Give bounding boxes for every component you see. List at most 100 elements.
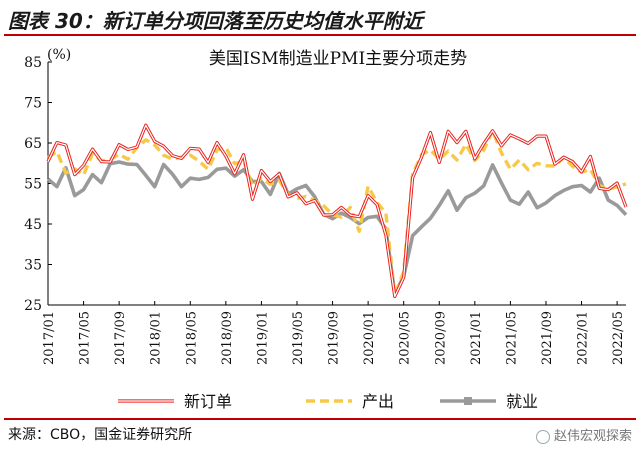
header-divider xyxy=(4,34,636,36)
data-point xyxy=(73,173,76,176)
data-point xyxy=(295,197,298,200)
data-point xyxy=(304,202,307,205)
data-point xyxy=(144,174,147,177)
data-point xyxy=(580,170,583,173)
data-point xyxy=(358,215,361,218)
x-tick-label: 2017/01 xyxy=(42,311,57,365)
data-point xyxy=(375,203,378,206)
data-point xyxy=(233,162,236,165)
data-point xyxy=(135,163,138,166)
data-point xyxy=(411,176,414,179)
data-point xyxy=(91,147,94,150)
data-point xyxy=(215,141,218,144)
data-point xyxy=(82,188,85,191)
data-point xyxy=(126,162,129,165)
data-point xyxy=(616,181,619,184)
legend-marker xyxy=(464,397,472,405)
y-tick-label: 75 xyxy=(24,96,42,112)
data-point xyxy=(447,130,450,133)
chart-title: 美国ISM制造业PMI主要分项走势 xyxy=(209,49,467,69)
x-tick-label: 2017/05 xyxy=(78,311,93,365)
data-point xyxy=(215,168,218,171)
data-point xyxy=(162,163,165,166)
watermark: 赵伟宏观探索 xyxy=(535,425,632,444)
data-point xyxy=(295,191,298,194)
data-point xyxy=(206,168,209,171)
data-point xyxy=(580,184,583,187)
data-point xyxy=(189,177,192,180)
data-point xyxy=(429,148,432,151)
data-point xyxy=(224,167,227,170)
legend-item-new_orders: 新订单 xyxy=(118,392,232,411)
y-tick-label: 45 xyxy=(24,217,42,233)
data-point xyxy=(518,203,521,206)
axes: 25 35 45 55 65 75 85 2017/01 2017/05 2017/09 2018/… xyxy=(24,55,626,365)
x-tick-label: 2022/05 xyxy=(611,311,626,365)
data-point xyxy=(349,213,352,216)
x-tick-label: 2020/05 xyxy=(398,311,413,365)
x-tick-label: 2020/01 xyxy=(362,311,377,365)
line-chart: 美国ISM制造业PMI主要分项走势 (%) 25 35 45 55 65 75 85 2017… xyxy=(24,47,628,411)
data-point xyxy=(55,150,58,153)
figure-header: 图表 30：新订单分项回落至历史均值水平附近 xyxy=(0,0,640,36)
data-point xyxy=(402,276,405,279)
series-layer xyxy=(46,123,628,299)
legend-label: 就业 xyxy=(506,392,538,411)
data-point xyxy=(286,195,289,198)
data-point xyxy=(55,141,58,144)
data-point xyxy=(455,209,458,212)
data-point xyxy=(518,158,521,161)
data-point xyxy=(482,142,485,145)
watermark-text: 赵伟宏观探索 xyxy=(553,429,632,444)
data-point xyxy=(509,199,512,202)
x-tick-label: 2018/09 xyxy=(220,311,235,365)
series-employment xyxy=(46,160,628,297)
data-point xyxy=(429,217,432,220)
data-point xyxy=(624,205,627,208)
data-point xyxy=(624,213,627,216)
data-point xyxy=(340,216,343,219)
data-point xyxy=(189,147,192,150)
data-point xyxy=(491,129,494,132)
y-tick-label: 65 xyxy=(24,136,42,152)
data-point xyxy=(411,234,414,237)
data-point xyxy=(544,164,547,167)
x-tick-label: 2019/05 xyxy=(291,311,306,365)
data-point xyxy=(491,163,494,166)
data-point xyxy=(144,138,147,141)
data-point xyxy=(527,190,530,193)
data-point xyxy=(562,156,565,159)
x-tick-label: 2021/09 xyxy=(540,311,555,365)
data-point xyxy=(438,161,441,164)
data-point xyxy=(278,172,281,175)
data-point xyxy=(313,195,316,198)
data-point xyxy=(527,168,530,171)
data-point xyxy=(100,160,103,163)
data-point xyxy=(224,154,227,157)
legend-label: 产出 xyxy=(362,392,394,411)
footer-divider xyxy=(4,418,636,420)
x-tick-label: 2017/09 xyxy=(113,311,128,365)
data-point xyxy=(82,173,85,176)
data-point xyxy=(358,230,361,233)
data-point xyxy=(420,225,423,228)
data-point xyxy=(331,217,334,220)
data-point xyxy=(171,173,174,176)
data-point xyxy=(126,158,129,161)
series-line xyxy=(46,160,628,297)
data-point xyxy=(518,137,521,140)
legend-label: 新订单 xyxy=(184,392,232,411)
data-point xyxy=(144,124,147,127)
x-tick-label: 2021/01 xyxy=(469,311,484,365)
data-point xyxy=(509,168,512,171)
data-point xyxy=(429,131,432,134)
data-point xyxy=(64,143,67,146)
data-point xyxy=(455,158,458,161)
data-point xyxy=(206,176,209,179)
data-point xyxy=(153,143,156,146)
data-point xyxy=(331,213,334,216)
x-tick-label: 2018/01 xyxy=(149,311,164,365)
data-point xyxy=(180,157,183,160)
data-point xyxy=(482,149,485,152)
x-tick-label: 2020/09 xyxy=(433,311,448,365)
